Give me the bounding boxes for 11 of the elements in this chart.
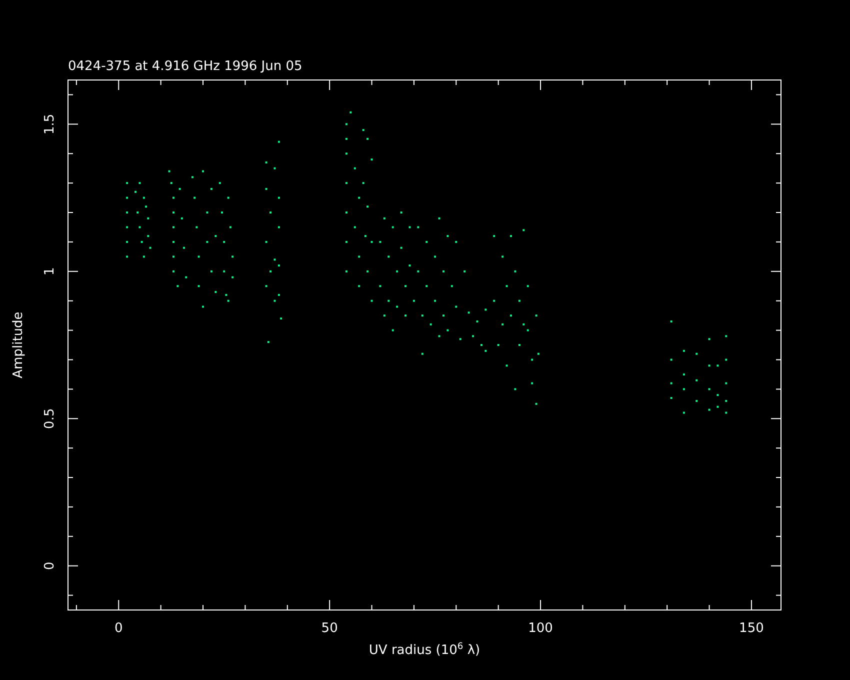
y-tick-label: 1.5	[42, 114, 58, 135]
x-tick-label: 150	[739, 621, 764, 636]
y-tick-label: 0.5	[42, 408, 58, 429]
chart-title: 0424-375 at 4.916 GHz 1996 Jun 05	[68, 59, 302, 74]
x-axis-title: UV radius (10$^{6}$ λ)	[368, 642, 480, 658]
x-tick-label: 100	[528, 621, 553, 636]
y-tick-label: 0	[42, 562, 58, 570]
x-tick-label: 50	[321, 621, 338, 636]
y-axis-title: Amplitude	[11, 312, 26, 378]
y-tick-label: 1	[42, 267, 58, 276]
x-tick-label: 0	[114, 621, 123, 636]
